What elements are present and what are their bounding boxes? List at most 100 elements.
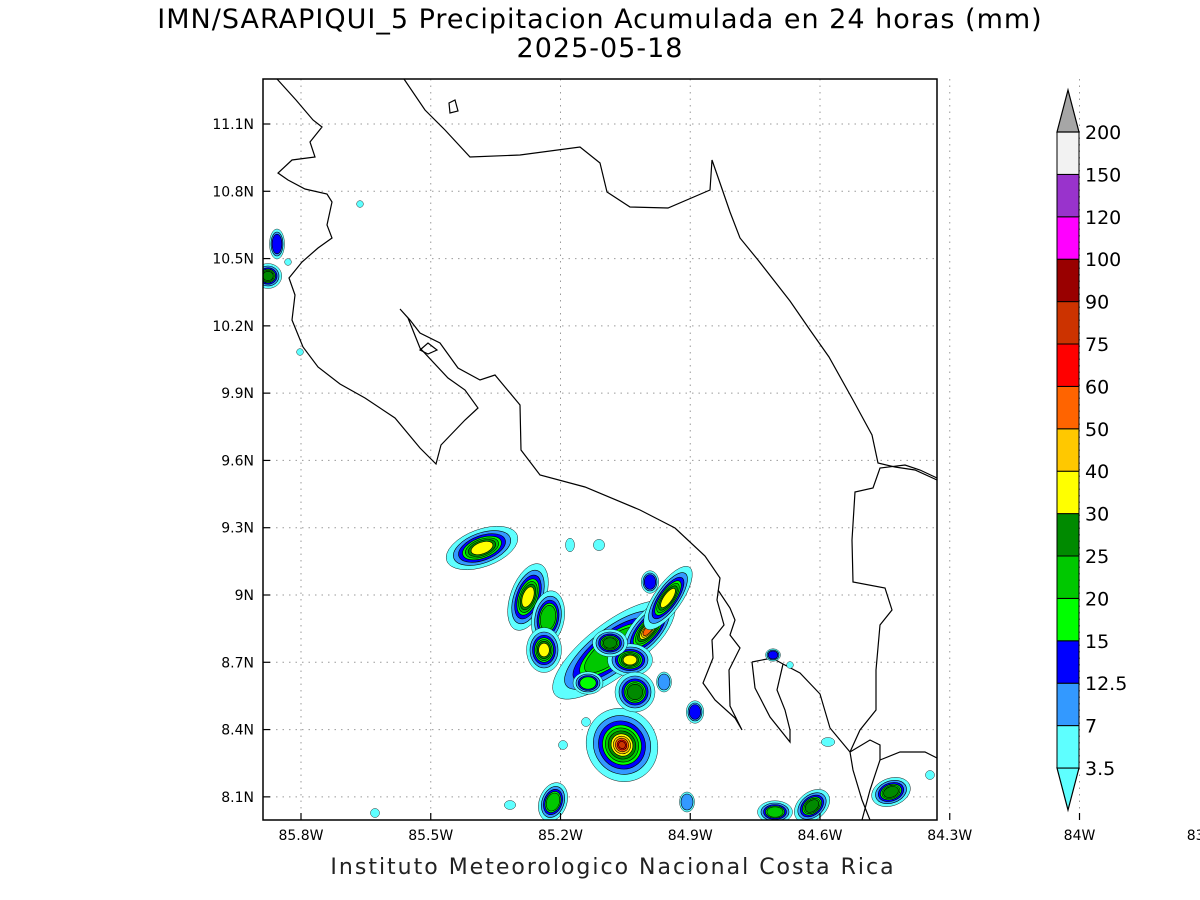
- panama-border-outline: [849, 464, 937, 753]
- rain-contour: [804, 799, 820, 813]
- rain-cell: [565, 538, 575, 552]
- rain-contour: [545, 792, 561, 812]
- rain-cell: [614, 671, 656, 713]
- rain-cell: [526, 627, 562, 673]
- colorbar-swatch: [1056, 555, 1080, 599]
- rain-contour: [602, 637, 618, 649]
- colorbar-swatch: [1056, 216, 1080, 260]
- rain-cell: [593, 539, 605, 551]
- lat-tick-label: 8.4N: [221, 723, 254, 739]
- rain-contour: [821, 737, 835, 747]
- rain-cell: [269, 228, 285, 260]
- rain-cell: [641, 570, 659, 594]
- rain-cell: [757, 800, 793, 820]
- axis-ticks: 11.1N 10.8N 10.5N 10.2N 9.9N 9.6N 9.3N 9N 8.7N 8.…: [212, 117, 1200, 844]
- nicoya-island-outline: [418, 342, 439, 355]
- rain-cell: [871, 777, 911, 807]
- chart-title: IMN/SARAPIQUI_5 Precipitacion Acumulada …: [157, 4, 1043, 35]
- colorbar-label: 20: [1085, 588, 1109, 610]
- lat-tick-label: 8.7N: [221, 655, 254, 671]
- lon-tick-label: 85.5W: [408, 828, 453, 844]
- colorbar-label: 30: [1085, 504, 1109, 526]
- colorbar-swatch: [1056, 640, 1080, 684]
- rain-contour: [786, 661, 794, 669]
- coastline: [276, 79, 937, 820]
- colorbar-label: 40: [1085, 461, 1109, 483]
- rain-contour: [766, 806, 784, 818]
- rain-contour: [558, 740, 568, 750]
- lon-tick-label: 85.2W: [538, 828, 583, 844]
- rain-cell: [581, 717, 591, 727]
- lat-tick-label: 9.3N: [221, 521, 254, 537]
- colorbar-label: 25: [1085, 546, 1109, 568]
- rain-contour: [370, 808, 380, 818]
- rain-contour: [470, 541, 494, 555]
- rain-cell: [284, 258, 292, 266]
- rain-contour: [504, 800, 516, 810]
- rain-contour: [271, 233, 283, 255]
- colorbar-label: 100: [1085, 249, 1121, 271]
- lon-tick-label: 84.9W: [668, 828, 713, 844]
- rain-cell: [585, 708, 659, 782]
- colorbar-label: 3.5: [1085, 758, 1115, 780]
- colorbar-lower-arrow: [1056, 767, 1080, 813]
- lon-tick-label: 84.6W: [797, 828, 842, 844]
- colorbar-swatch: [1056, 597, 1080, 642]
- rain-contour: [581, 717, 591, 727]
- chart-date: 2025-05-18: [516, 33, 684, 64]
- lon-tick-label: 84W: [1064, 828, 1096, 844]
- lake-nicaragua-island-outline: [448, 99, 459, 114]
- rain-cell: [538, 782, 568, 820]
- colorbar-swatch: [1056, 301, 1080, 345]
- rain-contour: [925, 770, 935, 780]
- rain-cell: [925, 770, 935, 780]
- rain-cell: [794, 789, 830, 820]
- colorbar-label: 7: [1085, 716, 1097, 738]
- rain-contour: [565, 538, 575, 552]
- colorbar-swatch: [1056, 131, 1080, 175]
- rain-contour: [883, 786, 899, 798]
- rain-contour: [627, 684, 643, 700]
- colorbar-legend: 3.5 7 12.5 15 20 25 30 40 50 60 75 90 100 120 150 200: [1056, 87, 1127, 813]
- rain-cell: [572, 671, 604, 695]
- colorbar-label: 200: [1085, 122, 1121, 144]
- rain-cell: [592, 629, 628, 657]
- rain-contour: [521, 586, 535, 608]
- rain-contour: [660, 588, 676, 608]
- rain-contour: [643, 574, 657, 590]
- colorbar-label: 12.5: [1085, 673, 1127, 695]
- lat-tick-label: 11.1N: [212, 117, 254, 133]
- rain-contour: [622, 654, 638, 666]
- rain-cell: [765, 648, 781, 662]
- rain-contour: [296, 348, 304, 356]
- rain-cell: [821, 737, 835, 747]
- colorbar-label: 90: [1085, 292, 1109, 314]
- rain-contour: [657, 673, 671, 691]
- colorbar-swatch: [1056, 513, 1080, 557]
- colorbar-label: 60: [1085, 376, 1109, 398]
- colorbar-swatch: [1056, 682, 1080, 727]
- rain-cell: [656, 671, 672, 693]
- colorbar-swatch: [1056, 173, 1080, 218]
- colorbar-label: 75: [1085, 334, 1109, 356]
- lon-tick-label: 84.3W: [927, 828, 972, 844]
- chiriqui-coast-outline: [879, 751, 937, 761]
- rain-contour: [618, 741, 626, 749]
- rain-cell: [296, 348, 304, 356]
- rain-cell: [643, 566, 693, 630]
- colorbar-label: 150: [1085, 164, 1121, 186]
- rain-cell: [356, 200, 364, 208]
- lon-tick-label: 83.7W: [1187, 828, 1200, 844]
- colorbar-upper-arrow: [1056, 87, 1080, 133]
- rain-cell: [370, 808, 380, 818]
- rain-contour: [356, 200, 364, 208]
- lat-tick-label: 9N: [235, 588, 254, 604]
- rain-cell: [786, 661, 794, 669]
- rain-contour: [593, 539, 605, 551]
- rain-cell: [445, 526, 519, 570]
- colorbar-swatch: [1056, 470, 1080, 515]
- colorbar-swatch: [1056, 725, 1080, 769]
- rain-contour: [263, 270, 274, 282]
- colorbar-swatch: [1056, 343, 1080, 387]
